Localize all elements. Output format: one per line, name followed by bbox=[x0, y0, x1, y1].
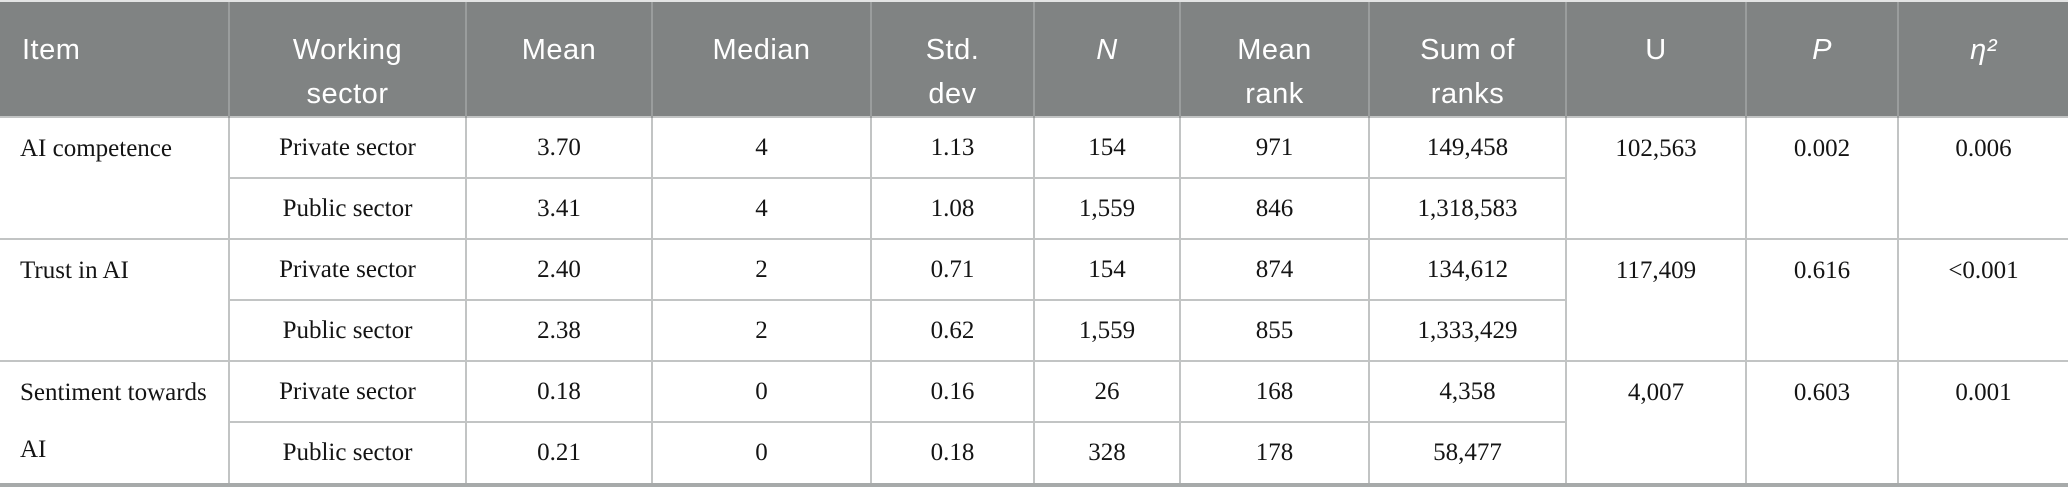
n-cell: 26 bbox=[1033, 360, 1181, 423]
std-dev-cell: 0.18 bbox=[870, 421, 1035, 484]
mean-cell: 0.21 bbox=[465, 421, 653, 484]
n-cell: 328 bbox=[1033, 421, 1181, 484]
mean-rank-cell: 855 bbox=[1179, 299, 1370, 362]
sum-of-ranks-cell: 4,358 bbox=[1368, 360, 1567, 423]
table-row: AI competence Private sector 3.70 4 1.13… bbox=[0, 116, 2068, 240]
item-cell: Trust in AI bbox=[0, 238, 230, 362]
std-dev-cell: 1.13 bbox=[870, 116, 1035, 179]
eta-squared-cell: 0.006 bbox=[1897, 116, 2068, 240]
u-cell: 102,563 bbox=[1565, 116, 1747, 240]
std-dev-cell: 0.62 bbox=[870, 299, 1035, 362]
median-cell: 0 bbox=[651, 360, 872, 423]
mean-rank-cell: 971 bbox=[1179, 116, 1370, 179]
p-cell: 0.616 bbox=[1745, 238, 1899, 362]
mean-cell: 2.38 bbox=[465, 299, 653, 362]
sector-cell: Public sector bbox=[228, 299, 467, 362]
item-cell: AI competence bbox=[0, 116, 230, 240]
table-row: Public sector 2.38 2 0.62 1,559 855 1,33… bbox=[0, 299, 2068, 362]
eta-squared-cell: <0.001 bbox=[1897, 238, 2068, 362]
sum-of-ranks-cell: 1,318,583 bbox=[1368, 177, 1567, 240]
column-header-sum-of-ranks: Sum of ranks bbox=[1368, 2, 1567, 117]
sector-cell: Private sector bbox=[228, 238, 467, 301]
column-header-n: N bbox=[1033, 2, 1181, 117]
sum-of-ranks-cell: 58,477 bbox=[1368, 421, 1567, 484]
statistics-table: Item Working sector Mean Median Std. dev… bbox=[0, 2, 2068, 484]
mean-cell: 2.40 bbox=[465, 238, 653, 301]
p-cell: 0.603 bbox=[1745, 360, 1899, 484]
mean-rank-cell: 846 bbox=[1179, 177, 1370, 240]
sum-of-ranks-cell: 134,612 bbox=[1368, 238, 1567, 301]
column-header-std-dev: Std. dev bbox=[870, 2, 1035, 117]
median-cell: 4 bbox=[651, 177, 872, 240]
column-header-mean-rank: Mean rank bbox=[1179, 2, 1370, 117]
median-cell: 2 bbox=[651, 238, 872, 301]
mean-cell: 3.70 bbox=[465, 116, 653, 179]
mean-cell: 0.18 bbox=[465, 360, 653, 423]
sector-cell: Private sector bbox=[228, 360, 467, 423]
column-header-working-sector: Working sector bbox=[228, 2, 467, 117]
column-header-eta-squared: η² bbox=[1897, 2, 2068, 117]
n-cell: 1,559 bbox=[1033, 177, 1181, 240]
u-cell: 4,007 bbox=[1565, 360, 1747, 484]
eta-squared-cell: 0.001 bbox=[1897, 360, 2068, 484]
table-header: Item Working sector Mean Median Std. dev… bbox=[0, 2, 2068, 117]
std-dev-cell: 0.71 bbox=[870, 238, 1035, 301]
median-cell: 0 bbox=[651, 421, 872, 484]
sector-cell: Public sector bbox=[228, 177, 467, 240]
u-cell: 117,409 bbox=[1565, 238, 1747, 362]
table-row: Public sector 3.41 4 1.08 1,559 846 1,31… bbox=[0, 177, 2068, 240]
sum-of-ranks-cell: 1,333,429 bbox=[1368, 299, 1567, 362]
table-row: Public sector 0.21 0 0.18 328 178 58,477 bbox=[0, 421, 2068, 484]
n-cell: 154 bbox=[1033, 116, 1181, 179]
median-cell: 2 bbox=[651, 299, 872, 362]
table-row: Sentiment towards AI Private sector 0.18… bbox=[0, 360, 2068, 484]
header-row: Item Working sector Mean Median Std. dev… bbox=[0, 2, 2068, 117]
sum-of-ranks-cell: 149,458 bbox=[1368, 116, 1567, 179]
column-header-item: Item bbox=[0, 2, 230, 117]
statistics-table-container: Item Working sector Mean Median Std. dev… bbox=[0, 0, 2068, 487]
median-cell: 4 bbox=[651, 116, 872, 179]
column-header-mean: Mean bbox=[465, 2, 653, 117]
mean-cell: 3.41 bbox=[465, 177, 653, 240]
std-dev-cell: 0.16 bbox=[870, 360, 1035, 423]
column-header-u: U bbox=[1565, 2, 1747, 117]
p-cell: 0.002 bbox=[1745, 116, 1899, 240]
n-cell: 1,559 bbox=[1033, 299, 1181, 362]
table-body: AI competence Private sector 3.70 4 1.13… bbox=[0, 116, 2068, 484]
sector-cell: Private sector bbox=[228, 116, 467, 179]
table-row: Trust in AI Private sector 2.40 2 0.71 1… bbox=[0, 238, 2068, 362]
mean-rank-cell: 178 bbox=[1179, 421, 1370, 484]
item-cell: Sentiment towards AI bbox=[0, 360, 230, 484]
mean-rank-cell: 168 bbox=[1179, 360, 1370, 423]
std-dev-cell: 1.08 bbox=[870, 177, 1035, 240]
n-cell: 154 bbox=[1033, 238, 1181, 301]
column-header-median: Median bbox=[651, 2, 872, 117]
column-header-p: P bbox=[1745, 2, 1899, 117]
sector-cell: Public sector bbox=[228, 421, 467, 484]
mean-rank-cell: 874 bbox=[1179, 238, 1370, 301]
